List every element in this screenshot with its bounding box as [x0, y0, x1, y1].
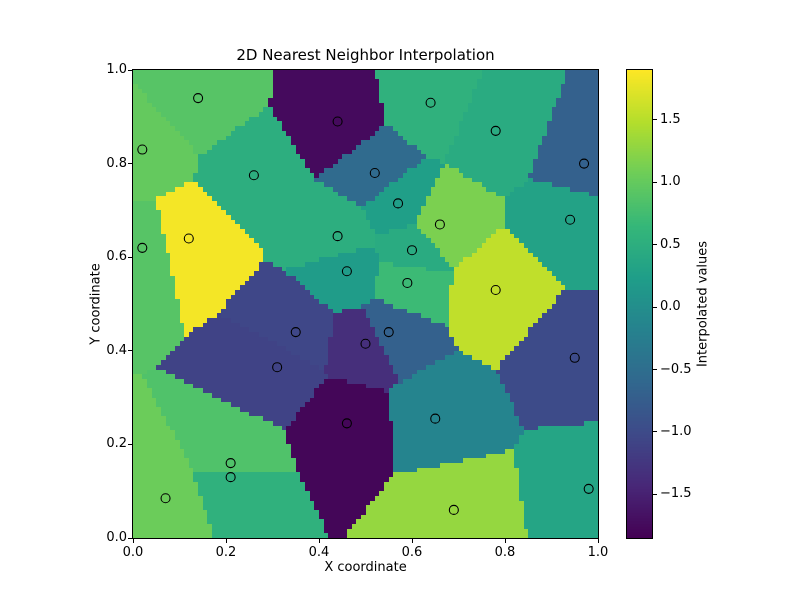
x-tick-label: 1.0: [587, 545, 609, 560]
x-tick-mark: [597, 539, 599, 543]
y-tick-label: 0.0: [106, 530, 127, 545]
x-tick-mark: [411, 539, 413, 543]
colorbar-tick-mark: [653, 244, 657, 246]
y-tick-label: 0.2: [106, 436, 127, 452]
colorbar-label: Interpolated values: [695, 240, 711, 368]
colorbar-tick-mark: [653, 306, 657, 308]
x-axis-label: X coordinate: [324, 560, 407, 575]
colorbar-tick-mark: [653, 181, 657, 183]
colorbar-tick-mark: [653, 493, 657, 495]
x-tick-label: 0.0: [122, 545, 144, 560]
y-tick-mark: [128, 163, 132, 165]
colorbar-tick-label: −1.0: [660, 423, 692, 439]
colorbar-tick-label: 1.0: [660, 174, 681, 190]
y-axis-label: Y coordinate: [88, 263, 104, 345]
colorbar-tick-label: 0.0: [660, 299, 681, 315]
y-tick-mark: [128, 443, 132, 445]
colorbar-tick-label: 0.5: [660, 236, 681, 252]
colorbar-tick-mark: [653, 119, 657, 121]
y-tick-mark: [128, 69, 132, 71]
y-tick-label: 1.0: [106, 62, 127, 77]
colorbar-tick-label: −1.5: [660, 486, 692, 502]
y-tick-mark: [128, 537, 132, 539]
y-tick-label: 0.8: [106, 155, 127, 171]
y-tick-mark: [128, 256, 132, 258]
y-tick-label: 0.6: [106, 249, 127, 265]
x-tick-mark: [504, 539, 506, 543]
chart-title: 2D Nearest Neighbor Interpolation: [236, 46, 495, 64]
heatmap-canvas: [133, 70, 598, 538]
x-tick-mark: [132, 539, 134, 543]
colorbar-tick-label: 1.5: [660, 111, 681, 127]
colorbar-tick-label: −0.5: [660, 361, 692, 377]
y-tick-label: 0.4: [106, 342, 127, 358]
colorbar-canvas: [627, 70, 652, 538]
x-tick-label: 0.4: [308, 545, 330, 560]
x-tick-label: 0.8: [494, 545, 516, 560]
x-tick-mark: [318, 539, 320, 543]
x-tick-mark: [225, 539, 227, 543]
colorbar-tick-mark: [653, 431, 657, 433]
x-tick-label: 0.6: [401, 545, 423, 560]
y-tick-mark: [128, 350, 132, 352]
colorbar-tick-mark: [653, 369, 657, 371]
x-tick-label: 0.2: [215, 545, 237, 560]
